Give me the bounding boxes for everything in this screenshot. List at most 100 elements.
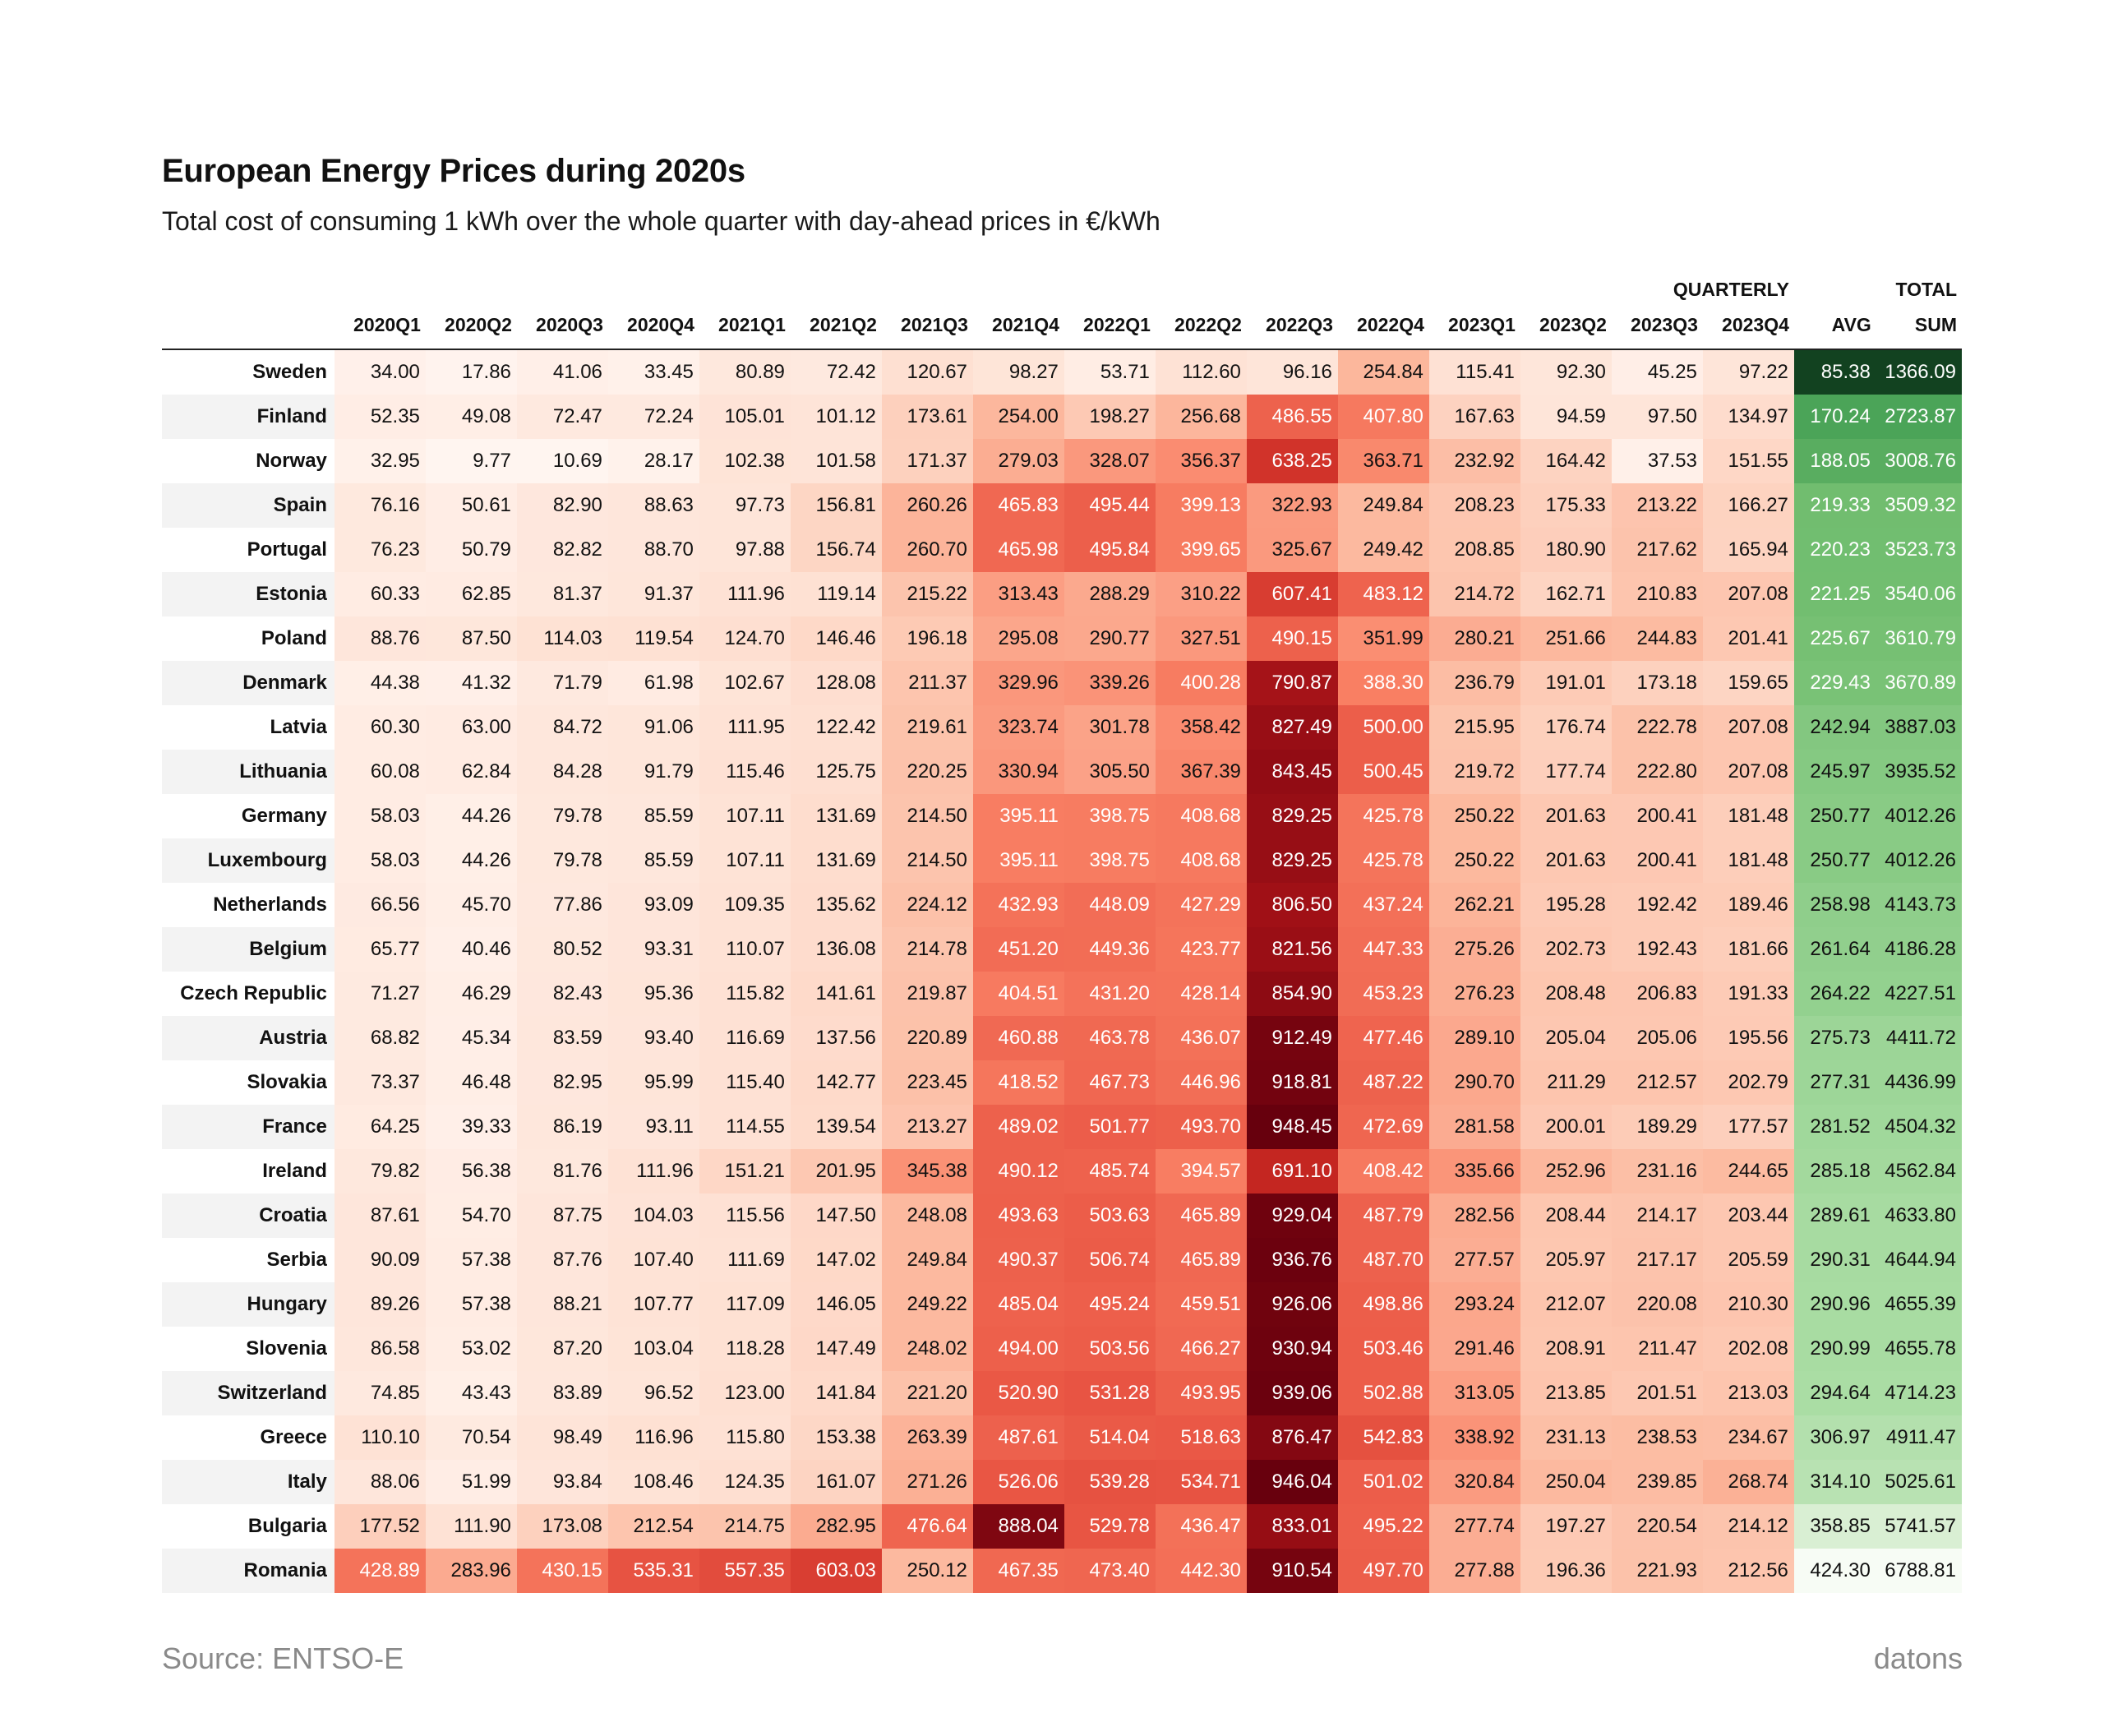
price-cell: 489.02 [972,1105,1064,1149]
price-cell: 467.35 [972,1549,1064,1593]
price-cell: 465.98 [972,528,1064,572]
sum-cell: 4186.28 [1876,927,1962,972]
price-cell: 425.78 [1337,794,1429,838]
price-cell: 88.06 [334,1460,426,1504]
price-cell: 250.04 [1520,1460,1612,1504]
price-cell: 91.79 [607,750,699,794]
avg-cell: 358.85 [1793,1504,1876,1549]
column-header-2021q2: 2021Q2 [790,301,882,350]
table-row: Greece 110.10 70.54 98.49 116.96 115.80 153.38… [162,1415,1962,1460]
country-label: Hungary [162,1282,335,1327]
price-cell: 195.28 [1520,883,1612,927]
price-cell: 101.12 [790,395,882,439]
group-header-total: TOTAL [1895,279,1957,300]
table-row: Austria 68.82 45.34 83.59 93.40 116.69 137.56 2… [162,1016,1962,1060]
column-header-country [162,301,335,350]
price-cell: 301.78 [1064,705,1156,750]
price-cell: 400.28 [1155,661,1247,705]
table-row: Poland 88.76 87.50 114.03 119.54 124.70 146.46… [162,616,1962,661]
price-cell: 313.05 [1428,1371,1520,1415]
price-cell: 134.97 [1702,395,1794,439]
price-cell: 44.38 [334,661,426,705]
price-cell: 56.38 [425,1149,517,1194]
price-cell: 231.13 [1520,1415,1612,1460]
price-cell: 220.08 [1611,1282,1703,1327]
price-cell: 197.27 [1520,1504,1612,1549]
price-cell: 395.11 [972,838,1064,883]
price-cell: 487.70 [1337,1238,1429,1282]
price-cell: 82.82 [516,528,608,572]
table-row: Netherlands 66.56 45.70 77.86 93.09 109.35 135… [162,883,1962,927]
price-cell: 110.10 [334,1415,426,1460]
price-cell: 293.24 [1428,1282,1520,1327]
price-cell: 102.67 [699,661,791,705]
price-cell: 691.10 [1246,1149,1338,1194]
price-cell: 93.31 [607,927,699,972]
sum-cell: 4411.72 [1876,1016,1962,1060]
price-cell: 495.24 [1064,1282,1156,1327]
price-cell: 939.06 [1246,1371,1338,1415]
price-heatmap-table: QUARTERLY TOTAL 2020Q1 2020Q2 2020Q3 2020Q4… [162,261,1962,1593]
avg-cell: 275.73 [1793,1016,1876,1060]
price-cell: 327.51 [1155,616,1247,661]
price-cell: 72.24 [607,395,699,439]
price-cell: 202.08 [1702,1327,1794,1371]
price-cell: 64.25 [334,1105,426,1149]
price-cell: 208.91 [1520,1327,1612,1371]
sum-cell: 2723.87 [1876,395,1962,439]
sum-cell: 5025.61 [1876,1460,1962,1504]
price-cell: 263.39 [881,1415,973,1460]
price-cell: 290.70 [1428,1060,1520,1105]
price-cell: 310.22 [1155,572,1247,616]
price-cell: 82.43 [516,972,608,1016]
price-cell: 487.22 [1337,1060,1429,1105]
price-cell: 806.50 [1246,883,1338,927]
price-cell: 202.73 [1520,927,1612,972]
price-cell: 485.04 [972,1282,1064,1327]
price-cell: 112.60 [1155,349,1247,395]
sum-cell: 4012.26 [1876,838,1962,883]
price-cell: 214.72 [1428,572,1520,616]
country-label: Latvia [270,716,327,738]
price-cell: 217.17 [1611,1238,1703,1282]
price-cell: 408.68 [1155,794,1247,838]
price-cell: 41.32 [425,661,517,705]
price-cell: 71.79 [516,661,608,705]
price-cell: 539.28 [1064,1460,1156,1504]
price-cell: 52.35 [334,395,426,439]
price-cell: 142.77 [790,1060,882,1105]
price-cell: 203.44 [1702,1194,1794,1238]
price-cell: 503.63 [1064,1194,1156,1238]
price-cell: 289.10 [1428,1016,1520,1060]
table-row: Norway 32.95 9.77 10.69 28.17 102.38 101.58 171… [162,439,1962,483]
price-cell: 322.93 [1246,483,1338,528]
price-cell: 250.22 [1428,794,1520,838]
price-cell: 248.08 [881,1194,973,1238]
price-cell: 109.35 [699,883,791,927]
price-cell: 408.42 [1337,1149,1429,1194]
price-cell: 210.30 [1702,1282,1794,1327]
price-cell: 503.46 [1337,1327,1429,1371]
price-cell: 208.23 [1428,483,1520,528]
price-cell: 495.22 [1337,1504,1429,1549]
price-cell: 82.90 [516,483,608,528]
price-cell: 918.81 [1246,1060,1338,1105]
price-cell: 201.51 [1611,1371,1703,1415]
price-cell: 212.57 [1611,1060,1703,1105]
sum-cell: 1366.09 [1876,349,1962,395]
price-cell: 465.89 [1155,1238,1247,1282]
price-cell: 220.25 [881,750,973,794]
price-cell: 111.96 [607,1149,699,1194]
price-cell: 10.69 [516,439,608,483]
price-cell: 607.41 [1246,572,1338,616]
price-cell: 207.08 [1702,572,1794,616]
price-cell: 146.46 [790,616,882,661]
price-cell: 147.50 [790,1194,882,1238]
price-cell: 231.16 [1611,1149,1703,1194]
price-cell: 418.52 [972,1060,1064,1105]
country-label: Romania [162,1549,335,1593]
country-label: Luxembourg [162,838,335,883]
price-cell: 500.45 [1337,750,1429,794]
price-cell: 494.00 [972,1327,1064,1371]
price-cell: 79.78 [516,838,608,883]
